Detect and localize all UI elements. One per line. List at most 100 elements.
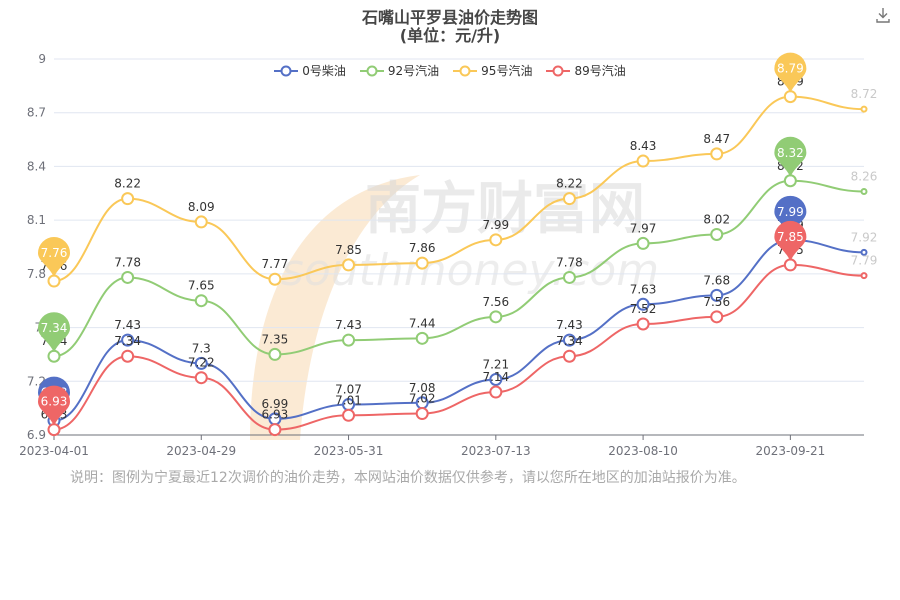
data-point	[710, 227, 724, 241]
data-point	[47, 414, 61, 428]
data-label: 8.47	[703, 132, 730, 146]
data-point	[783, 90, 797, 104]
data-label: 7.99	[777, 218, 804, 232]
y-tick-label: 8.1	[27, 213, 46, 227]
data-point	[194, 371, 208, 385]
data-label: 8.09	[188, 200, 215, 214]
data-label: 7.77	[262, 257, 289, 271]
data-label: 6.98	[41, 399, 68, 413]
data-label: 7.76	[41, 259, 68, 273]
data-label: 7.63	[630, 282, 657, 296]
data-point	[342, 333, 356, 347]
data-point	[415, 256, 429, 270]
data-label: 7.01	[335, 393, 362, 407]
legend-item[interactable]: 0号柴油	[274, 62, 346, 79]
extreme-markers: 6.987.997.348.327.768.796.937.85	[38, 52, 807, 426]
data-label: 7.86	[409, 241, 436, 255]
marker-pin	[774, 136, 807, 177]
legend-label: 95号汽油	[481, 64, 533, 78]
data-point	[415, 407, 429, 421]
data-label: 7.65	[188, 279, 215, 293]
data-point	[860, 272, 868, 280]
legend-swatch	[274, 65, 299, 76]
data-label: 7.35	[262, 332, 289, 346]
legend-label: 92号汽油	[387, 64, 440, 78]
data-label: 7.85	[335, 243, 362, 257]
y-tick-label: 7.	[35, 321, 46, 335]
data-point	[562, 333, 576, 347]
legend-item[interactable]: 92号汽油	[359, 62, 440, 79]
data-point	[121, 349, 135, 363]
y-tick-label: 7.8	[27, 267, 46, 281]
data-point	[860, 105, 868, 113]
data-point	[121, 333, 135, 347]
download-icon[interactable]	[874, 6, 892, 24]
data-point	[636, 236, 650, 250]
marker-label: 7.85	[777, 230, 804, 244]
data-point	[489, 310, 503, 324]
watermark-swoosh	[250, 175, 420, 440]
data-label: 7.14	[482, 370, 509, 384]
data-label: 7.43	[335, 318, 362, 332]
data-label: 7.02	[409, 392, 436, 406]
marker-pin	[38, 312, 70, 353]
data-label: 7.56	[482, 295, 509, 309]
data-point	[636, 154, 650, 168]
y-tick-label: 8.7	[27, 106, 46, 120]
data-point	[268, 423, 282, 437]
data-point	[342, 258, 356, 272]
data-label: 7.44	[409, 316, 436, 330]
marker-label: 7.76	[41, 246, 68, 260]
x-tick-label: 2023-04-01	[19, 444, 89, 458]
y-tick-label: 6.9	[27, 428, 46, 442]
data-point	[342, 408, 356, 422]
data-label: 7.21	[482, 357, 509, 371]
data-point	[710, 147, 724, 161]
x-tick-label: 2023-08-10	[608, 444, 678, 458]
chart-subtitle: (单位：元/升)	[399, 26, 501, 45]
data-label: 7.79	[851, 254, 878, 268]
data-label: 8.22	[114, 177, 141, 191]
legend-item[interactable]: 95号汽油	[453, 62, 532, 79]
data-point	[562, 349, 576, 363]
data-point	[783, 233, 797, 247]
data-point	[121, 270, 135, 284]
data-label: 7.52	[630, 302, 657, 316]
data-point	[636, 297, 650, 311]
data-point	[268, 412, 282, 426]
data-point	[342, 398, 356, 412]
data-label: 6.99	[262, 397, 289, 411]
series-line	[53, 238, 865, 422]
chart-title: 石嘴山平罗县油价走势图	[361, 8, 538, 27]
data-label: 7.08	[409, 381, 436, 395]
marker-pin	[38, 376, 70, 417]
x-tick-label: 2023-04-29	[166, 444, 236, 458]
data-point	[710, 310, 724, 324]
x-tick-label: 2023-07-13	[461, 444, 531, 458]
data-label: 7.56	[703, 295, 730, 309]
data-label: 8.02	[703, 212, 730, 226]
series-line	[53, 95, 865, 283]
data-label: 7.85	[777, 243, 804, 257]
data-label: 7.99	[482, 218, 509, 232]
x-tick-label: 2023-05-31	[314, 444, 384, 458]
data-point	[194, 356, 208, 370]
marker-label: 6.93	[41, 395, 68, 409]
data-point	[268, 272, 282, 286]
series-line	[53, 263, 865, 431]
data-point	[489, 233, 503, 247]
data-label: 7.68	[703, 273, 730, 287]
legend-swatch	[453, 65, 478, 76]
legend-item[interactable]: 89号汽油	[546, 62, 626, 79]
marker-label: 8.32	[777, 146, 804, 160]
data-label: 7.22	[188, 356, 215, 370]
watermark-en: southmoney.com	[281, 245, 659, 296]
series-line	[53, 179, 865, 358]
data-point	[860, 248, 868, 256]
data-label: 8.22	[556, 177, 583, 191]
data-point	[194, 215, 208, 229]
legend-swatch	[359, 65, 384, 76]
